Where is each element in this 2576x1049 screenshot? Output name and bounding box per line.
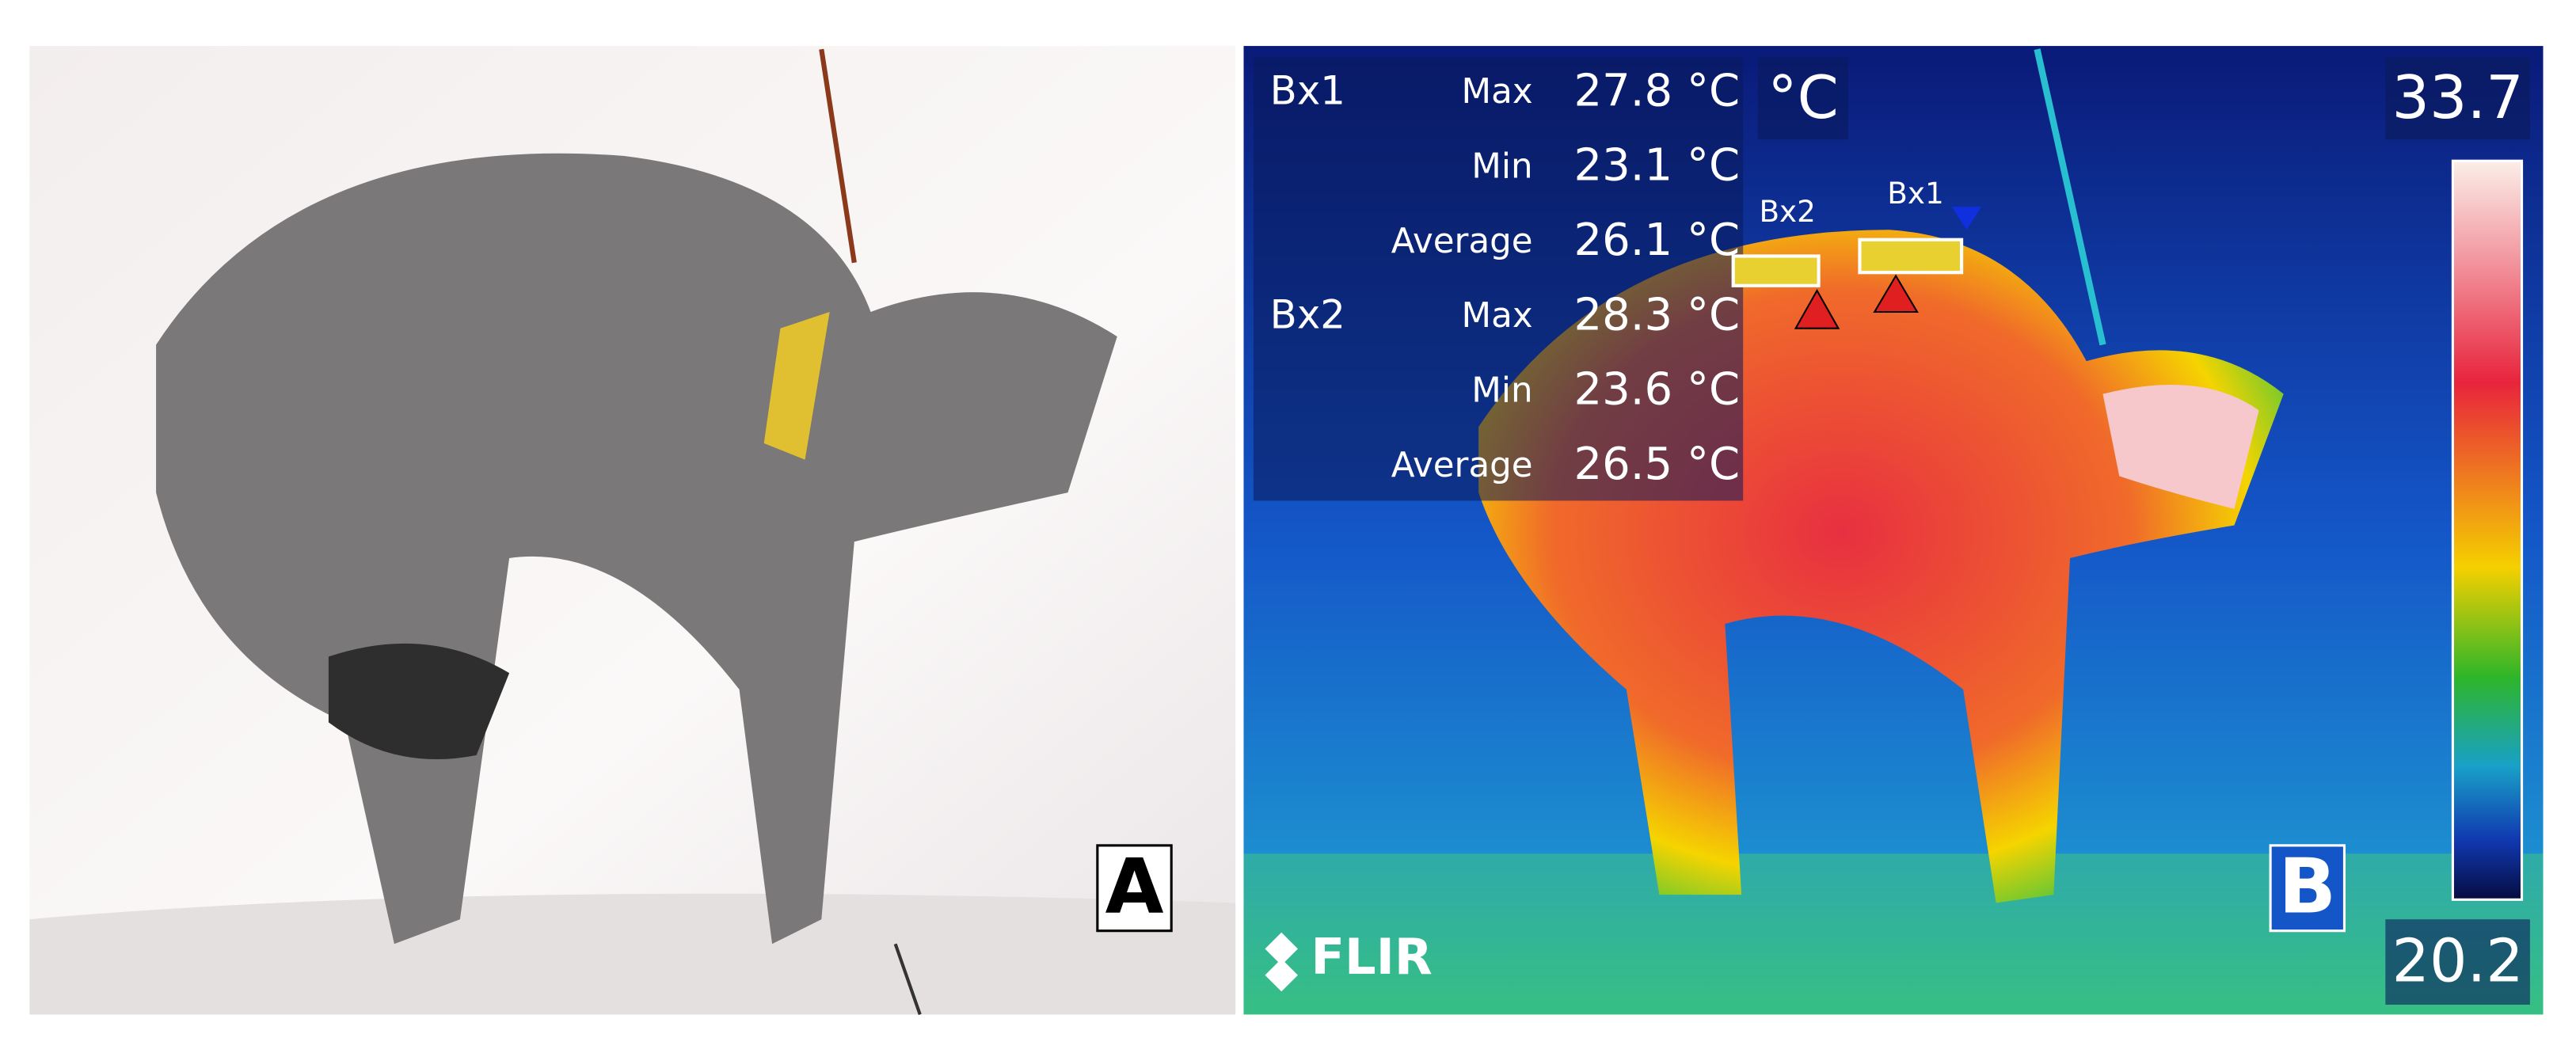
stat-name: Min xyxy=(1471,371,1532,411)
stat-name: Average xyxy=(1391,446,1533,485)
stat-value: 27.8 °C xyxy=(1573,65,1740,116)
marker-label: Bx1 xyxy=(1887,176,1943,211)
readout-background xyxy=(1253,57,1744,501)
stat-name: Min xyxy=(1471,147,1532,187)
color-scale xyxy=(2451,159,2524,901)
stat-name: Average xyxy=(1391,222,1533,261)
scale-min: 20.2 xyxy=(2391,927,2523,996)
measure-marker xyxy=(1794,288,1840,329)
thermal-face xyxy=(2102,384,2259,509)
scale-min-background xyxy=(2385,919,2530,1005)
scale-max-background xyxy=(2385,57,2530,140)
brand: FLIR xyxy=(1311,928,1433,986)
floor xyxy=(29,893,1236,1015)
photo-panel: A xyxy=(29,46,1236,1016)
stat-name: Max xyxy=(1462,72,1533,112)
scale-max: 33.7 xyxy=(2391,63,2523,132)
brand-logo xyxy=(1265,932,1298,992)
units: °C xyxy=(1767,63,1838,132)
measure-box xyxy=(1731,254,1821,287)
stat-value: 28.3 °C xyxy=(1573,289,1740,340)
cat-tail xyxy=(328,643,510,760)
max-marker xyxy=(1951,207,1981,230)
stat-value: 26.5 °C xyxy=(1573,439,1740,490)
readout-table: Bx1 Max 27.8 °C Min 23.1 °C Average 26.1 °C Bx2… xyxy=(1270,65,1740,490)
panel-label: A xyxy=(1105,842,1164,930)
leash xyxy=(819,48,857,264)
panel-label-box xyxy=(2269,844,2346,933)
units-background xyxy=(1757,57,1848,140)
thermal-panel: Bx1 Max 27.8 °C Min 23.1 °C Average 26.1 °C Bx2… xyxy=(1243,46,2544,1015)
marker-label: Bx2 xyxy=(1759,194,1815,229)
harness xyxy=(763,311,830,460)
stat-value: 26.1 °C xyxy=(1573,215,1740,266)
stat-value: 23.1 °C xyxy=(1573,140,1740,192)
box-name: Bx1 xyxy=(1270,68,1345,114)
thermal-floor xyxy=(1243,853,2544,1015)
stat-name: Max xyxy=(1462,296,1533,336)
measure-marker xyxy=(1873,274,1919,314)
stat-value: 23.6 °C xyxy=(1573,364,1740,416)
floor-edge xyxy=(893,943,922,1016)
panel-label: B xyxy=(2278,842,2336,930)
leash xyxy=(2034,48,2106,346)
panel-label-box xyxy=(1096,844,1173,933)
box-name: Bx2 xyxy=(1270,292,1345,338)
measure-box xyxy=(1858,238,1964,275)
